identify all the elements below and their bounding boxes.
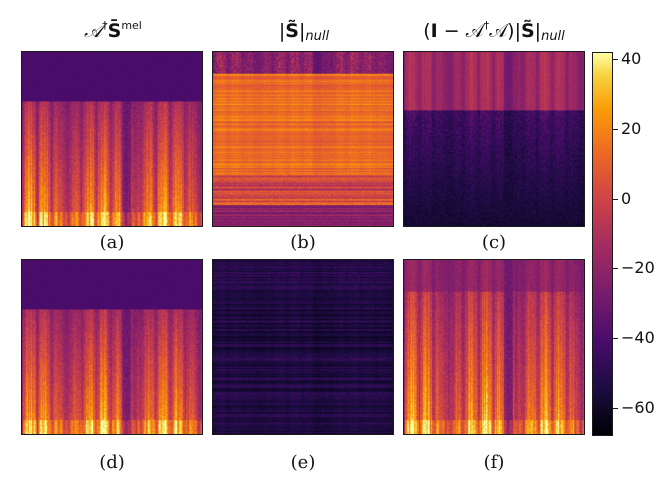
spectrogram-f: [404, 260, 584, 434]
title-b: |S̃|null: [278, 20, 330, 44]
colorbar-tick: [613, 198, 618, 200]
panel-b: [212, 51, 394, 227]
colorbar-tick: [613, 128, 618, 130]
colorbar-tick: [613, 268, 618, 270]
colorbar-tick-label: −60: [621, 398, 655, 418]
panel-a: [21, 51, 203, 227]
label-f: (f): [483, 452, 505, 473]
spectrogram-d: [22, 260, 202, 434]
title-a: 𝒜†S̄mel: [84, 19, 142, 42]
panel-f: [403, 259, 585, 435]
colorbar-tick: [613, 338, 618, 340]
colorbar-tick-label: −20: [621, 258, 655, 278]
panel-c: [403, 51, 585, 227]
colorbar-tick-label: 40: [621, 48, 642, 68]
colorbar-tick: [613, 408, 618, 410]
spectrogram-c: [404, 52, 584, 226]
panel-d: [21, 259, 203, 435]
label-c: (c): [481, 232, 507, 253]
colorbar-tick: [613, 58, 618, 60]
spectrogram-b: [213, 52, 393, 226]
colorbar-tick-label: 0: [621, 188, 632, 208]
spectrogram-e: [213, 260, 393, 434]
label-d: (d): [99, 452, 125, 473]
label-b: (b): [290, 232, 316, 253]
panel-e: [212, 259, 394, 435]
title-c: (I − 𝒜†𝒜)|S̃|null: [423, 19, 565, 44]
colorbar-tick-label: 20: [621, 118, 642, 138]
colorbar: [592, 52, 613, 436]
spectrogram-a: [22, 52, 202, 226]
colorbar-tick-label: −40: [621, 328, 655, 348]
label-a: (a): [99, 232, 125, 253]
label-e: (e): [290, 452, 316, 473]
